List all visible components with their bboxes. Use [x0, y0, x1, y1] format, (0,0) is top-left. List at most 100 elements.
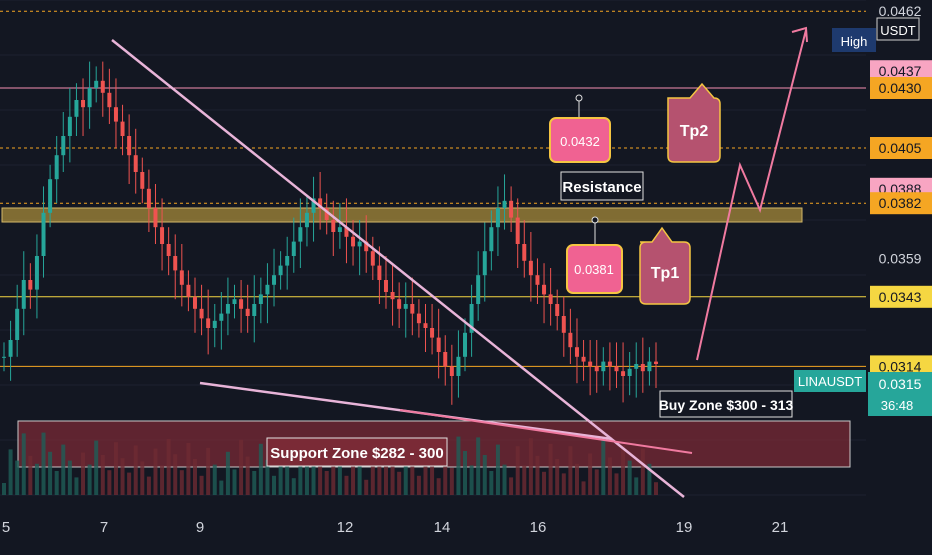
- candle-body[interactable]: [502, 200, 507, 208]
- candle-body[interactable]: [278, 265, 283, 276]
- candle-body[interactable]: [225, 304, 230, 314]
- candle-body[interactable]: [186, 284, 191, 297]
- candle-body[interactable]: [219, 313, 224, 321]
- candle-body[interactable]: [410, 304, 415, 314]
- candle-body[interactable]: [113, 107, 118, 122]
- candle-body[interactable]: [272, 275, 277, 285]
- candle-body[interactable]: [370, 251, 375, 266]
- candle-body[interactable]: [456, 356, 461, 376]
- candle-body[interactable]: [436, 337, 441, 352]
- candle-body[interactable]: [34, 256, 39, 290]
- candle-body[interactable]: [324, 208, 329, 220]
- candle-body[interactable]: [416, 313, 421, 324]
- candle-body[interactable]: [252, 304, 257, 316]
- candle-body[interactable]: [15, 308, 20, 340]
- candle-body[interactable]: [54, 155, 59, 180]
- candle-body[interactable]: [509, 200, 514, 218]
- candle-body[interactable]: [81, 100, 86, 108]
- candle-body[interactable]: [627, 368, 632, 376]
- candle-body[interactable]: [61, 136, 66, 156]
- candle-body[interactable]: [568, 332, 573, 348]
- candle-body[interactable]: [232, 299, 237, 304]
- candle-body[interactable]: [344, 227, 349, 237]
- candle-body[interactable]: [258, 294, 263, 304]
- candle-body[interactable]: [192, 296, 197, 309]
- candle-body[interactable]: [594, 366, 599, 372]
- candle-body[interactable]: [654, 361, 658, 364]
- candle-body[interactable]: [614, 366, 619, 372]
- candle-body[interactable]: [100, 80, 105, 93]
- descending-trendline[interactable]: [111, 39, 685, 498]
- candle-body[interactable]: [489, 227, 494, 252]
- projection-line[interactable]: [399, 409, 693, 454]
- candle-body[interactable]: [423, 323, 428, 328]
- bullish-projection-path[interactable]: [696, 29, 807, 361]
- candle-body[interactable]: [146, 188, 151, 208]
- candle-body[interactable]: [179, 270, 184, 285]
- candle-body[interactable]: [245, 308, 250, 316]
- candle-body[interactable]: [390, 292, 395, 300]
- candle-body[interactable]: [377, 265, 382, 280]
- candle-body[interactable]: [364, 241, 369, 252]
- candle-body[interactable]: [601, 361, 606, 372]
- candle-body[interactable]: [357, 241, 362, 247]
- candle-body[interactable]: [48, 179, 53, 213]
- candle-body[interactable]: [2, 356, 6, 358]
- candle-body[interactable]: [311, 198, 316, 213]
- candles[interactable]: [2, 61, 658, 405]
- candle-body[interactable]: [443, 352, 448, 367]
- candle-body[interactable]: [482, 251, 487, 276]
- candle-body[interactable]: [515, 217, 520, 244]
- candle-body[interactable]: [647, 361, 652, 372]
- candle-body[interactable]: [298, 227, 303, 242]
- candle-body[interactable]: [522, 244, 527, 261]
- candle-body[interactable]: [469, 304, 474, 333]
- candle-body[interactable]: [107, 92, 112, 108]
- candle-body[interactable]: [528, 260, 533, 276]
- candle-body[interactable]: [87, 88, 92, 108]
- candle-body[interactable]: [28, 280, 33, 290]
- candle-body[interactable]: [160, 227, 165, 244]
- candle-body[interactable]: [153, 208, 158, 228]
- candle-body[interactable]: [304, 212, 309, 228]
- candle-body[interactable]: [495, 208, 500, 228]
- candle-body[interactable]: [199, 308, 204, 319]
- candle-body[interactable]: [574, 347, 579, 357]
- candle-body[interactable]: [397, 299, 402, 309]
- candle-body[interactable]: [548, 294, 553, 304]
- candle-body[interactable]: [588, 361, 593, 367]
- candle-body[interactable]: [561, 316, 566, 333]
- candle-body[interactable]: [239, 299, 244, 309]
- candle-body[interactable]: [318, 198, 323, 208]
- candle-body[interactable]: [449, 366, 454, 376]
- candle-body[interactable]: [535, 275, 540, 285]
- candle-body[interactable]: [21, 280, 26, 309]
- candle-body[interactable]: [463, 332, 468, 357]
- candle-body[interactable]: [41, 212, 46, 256]
- candle-body[interactable]: [476, 275, 481, 304]
- candle-body[interactable]: [74, 100, 79, 117]
- candle-body[interactable]: [607, 361, 612, 367]
- candle-body[interactable]: [265, 284, 270, 295]
- candle-body[interactable]: [403, 304, 408, 309]
- candle-body[interactable]: [383, 280, 388, 292]
- candle-body[interactable]: [140, 172, 145, 189]
- candle-body[interactable]: [94, 80, 99, 88]
- candle-body[interactable]: [133, 155, 138, 172]
- candle-body[interactable]: [634, 364, 639, 369]
- candle-body[interactable]: [640, 364, 645, 372]
- candle-body[interactable]: [351, 236, 356, 247]
- candle-body[interactable]: [331, 220, 336, 232]
- candle-body[interactable]: [542, 284, 547, 295]
- candle-body[interactable]: [212, 320, 217, 328]
- candle-body[interactable]: [67, 116, 72, 136]
- candle-body[interactable]: [8, 340, 13, 357]
- candle-body[interactable]: [127, 136, 132, 156]
- candle-body[interactable]: [621, 371, 626, 376]
- candle-body[interactable]: [285, 256, 290, 266]
- candle-body[interactable]: [206, 318, 211, 328]
- candle-body[interactable]: [166, 244, 171, 256]
- candle-body[interactable]: [173, 256, 178, 271]
- candle-body[interactable]: [581, 356, 586, 362]
